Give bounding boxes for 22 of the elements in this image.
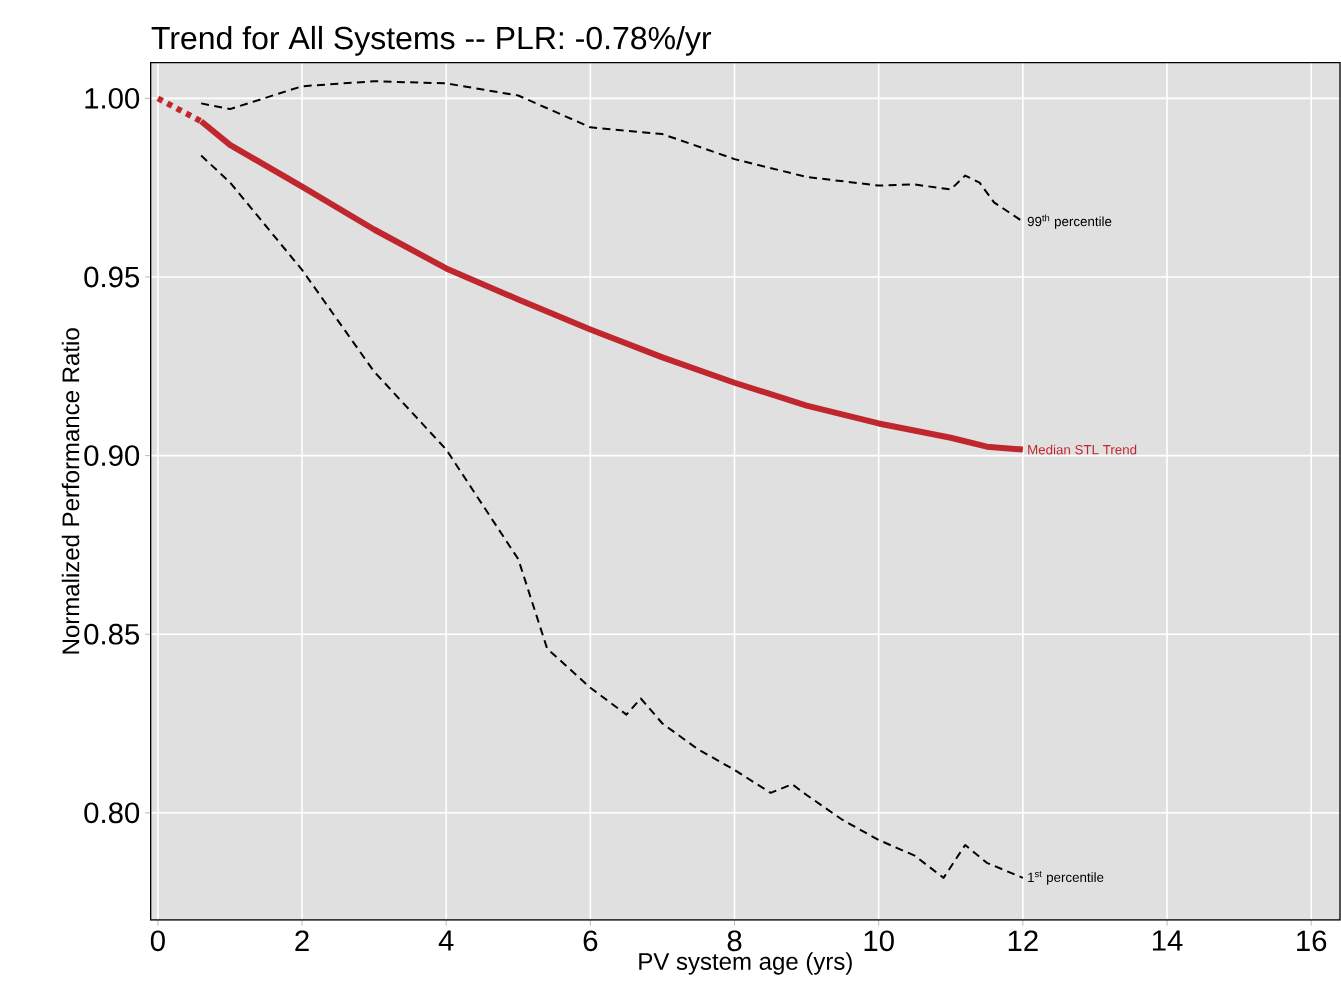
- line-series: [200, 154, 1024, 879]
- y-tick-label: 0.80: [84, 802, 140, 824]
- series-label: Median STL Trend: [1028, 444, 1137, 455]
- y-axis-title: Normalized Performance Ratio: [61, 328, 80, 654]
- x-tick-label: 0: [150, 930, 165, 952]
- x-tick-label: 6: [583, 930, 598, 952]
- y-tick-label: 0.90: [84, 445, 140, 466]
- x-tick-label: 2: [295, 930, 309, 951]
- series-label: 1$^{st}$ percentile: [1028, 871, 1104, 885]
- chart-title: Trend for All Systems -- PLR: -0.78%/yr: [151, 25, 712, 56]
- y-tick-label: 0.95: [84, 266, 140, 288]
- line-series: [200, 80, 1024, 223]
- y-tick-label: 0.85: [84, 623, 140, 645]
- x-axis-title: PV system age (yrs): [639, 952, 852, 975]
- x-tick-label: 4: [438, 930, 454, 951]
- x-tick-label: 14: [1152, 930, 1183, 951]
- x-tick-label: 16: [1297, 930, 1327, 952]
- x-tick-label: 12: [1008, 930, 1038, 951]
- series-label: 99$^{th}$ percentile: [1027, 214, 1112, 229]
- x-tick-label: 8: [727, 930, 742, 952]
- x-tick-label: 10: [864, 930, 894, 952]
- y-tick-label: 1.00: [85, 87, 140, 109]
